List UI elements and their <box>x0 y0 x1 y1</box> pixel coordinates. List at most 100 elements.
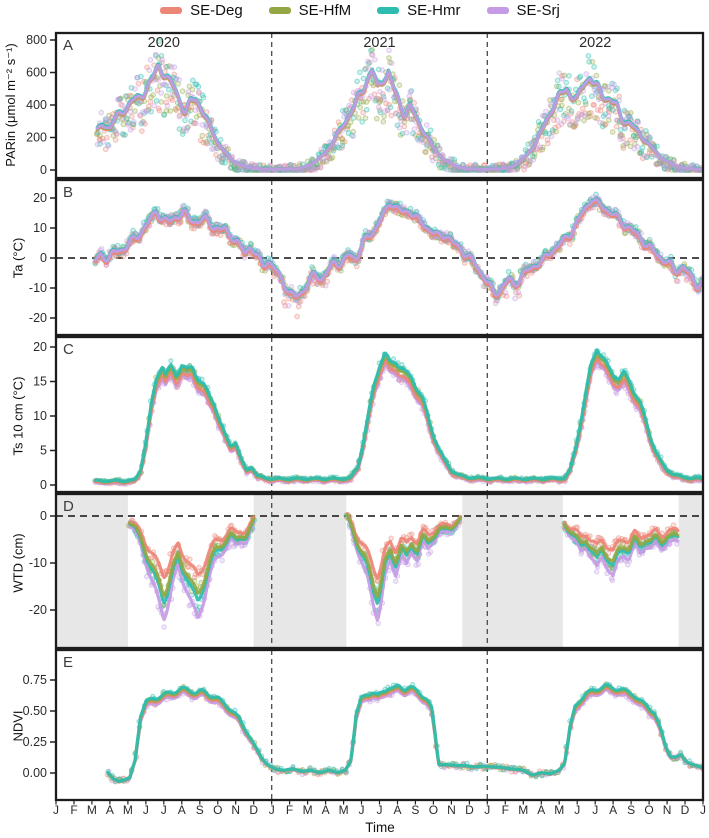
y-axis-ticks: 0.00 0.25 0.50 0.75 <box>23 673 56 780</box>
y-tick-label: 0.25 <box>23 735 47 749</box>
panel-background <box>56 33 703 178</box>
trend-line-deg <box>93 356 703 485</box>
y-tick-label: 15 <box>33 375 47 389</box>
month-tick-label: M <box>554 803 564 817</box>
year-label: 2020 <box>148 35 180 51</box>
legend-label: SE-Srj <box>516 1 560 19</box>
y-axis-title-ta: Ta (°C) <box>10 237 26 279</box>
panel-E: 0.00 0.25 0.50 0.75 E <box>23 648 705 805</box>
month-tick-label: F <box>70 803 77 817</box>
frozen-period-bands <box>56 494 703 648</box>
month-tick-label: S <box>196 803 204 817</box>
panel-border <box>54 648 705 802</box>
y-axis-ticks: -20 -10 0 10 20 <box>29 191 56 325</box>
y-axis-title-wtd: WTD (cm) <box>10 533 26 593</box>
month-tick-label: S <box>411 803 419 817</box>
month-tick-label: O <box>213 803 222 817</box>
data-layer <box>92 348 703 488</box>
panel-B: -20 -10 0 10 20 B <box>29 178 705 340</box>
month-tick-label: D <box>681 803 690 817</box>
year-label: 2021 <box>363 35 395 51</box>
month-tick-label: M <box>123 803 133 817</box>
month-tick-label: A <box>537 803 545 817</box>
y-tick-label: 0 <box>40 478 47 492</box>
x-axis-title: Time <box>365 820 395 835</box>
y-tick-label: -20 <box>29 311 47 325</box>
legend-item-se-srj: SE-Srj <box>486 1 560 19</box>
legend: SE-Deg SE-HfM SE-Hmr SE-Srj <box>40 0 680 20</box>
panel-D: -20 -10 0 D <box>29 492 705 653</box>
trend-line-deg <box>563 521 680 552</box>
trend-line-deg <box>345 512 462 580</box>
y-tick-label: 200 <box>26 131 47 145</box>
year-label: 2022 <box>579 35 611 51</box>
month-tick-label: S <box>627 803 635 817</box>
legend-item-se-hfm: SE-HfM <box>268 2 351 19</box>
month-tick-label: A <box>106 803 114 817</box>
month-tick-label: A <box>393 803 401 817</box>
y-axis-title-ts: Ts 10 cm (°C) <box>10 376 26 456</box>
panel-letter: A <box>63 37 73 54</box>
legend-key-icon <box>377 6 400 14</box>
trend-line-srj <box>95 63 703 171</box>
y-tick-label: 0 <box>40 163 47 177</box>
month-tick-label: J <box>161 803 167 817</box>
legend-key-icon <box>160 6 183 14</box>
legend-key-icon <box>268 6 291 14</box>
y-tick-label: 400 <box>26 98 47 112</box>
y-axis-title-ndvi: NDVI <box>10 710 26 742</box>
month-tick-label: F <box>286 803 293 817</box>
data-layer <box>104 681 703 785</box>
month-tick-label: J <box>143 803 149 817</box>
trend-line-hfm <box>563 522 680 563</box>
month-tick-label: J <box>377 803 383 817</box>
panel-letter: E <box>63 654 73 671</box>
month-tick-label: N <box>447 803 456 817</box>
month-tick-label: N <box>663 803 672 817</box>
month-tick-label: M <box>339 803 349 817</box>
y-tick-label: 20 <box>33 340 47 354</box>
month-tick-label: M <box>303 803 313 817</box>
panel-C: 0 5 10 15 20 C <box>33 335 705 497</box>
y-tick-label: -20 <box>29 603 47 617</box>
y-axis-ticks: 0 5 10 15 20 <box>33 340 56 492</box>
y-tick-label: -10 <box>29 556 47 570</box>
month-tick-label: A <box>178 803 186 817</box>
trend-line-srj <box>93 198 703 298</box>
y-tick-label: -10 <box>29 281 47 295</box>
y-tick-label: 0.75 <box>23 673 47 687</box>
y-axis-title-parin: PARin (μmol m⁻² s⁻¹) <box>3 43 18 167</box>
trend-line-hmr <box>93 348 703 484</box>
month-tick-label: A <box>322 803 330 817</box>
panel-letter: D <box>63 498 74 515</box>
y-tick-label: 0 <box>40 509 47 523</box>
trend-line-hfm <box>345 512 462 599</box>
month-tick-label: J <box>484 803 490 817</box>
month-tick-label: J <box>359 803 365 817</box>
month-tick-label: M <box>87 803 97 817</box>
trend-line-hfm <box>128 517 256 598</box>
month-tick-label: O <box>644 803 653 817</box>
y-tick-label: 0.50 <box>23 704 47 718</box>
y-tick-label: 10 <box>33 409 47 423</box>
month-tick-label: A <box>609 803 617 817</box>
panel-background <box>56 650 703 800</box>
panel-background <box>56 180 703 335</box>
panel-border <box>54 31 705 180</box>
month-tick-label: J <box>592 803 598 817</box>
y-axis-ticks: -20 -10 0 <box>29 509 56 617</box>
data-layer <box>125 511 680 630</box>
y-tick-label: 5 <box>40 444 47 458</box>
month-tick-label: O <box>429 803 438 817</box>
month-tick-label: J <box>269 803 275 817</box>
y-tick-label: 20 <box>33 191 47 205</box>
panel-border <box>54 492 705 650</box>
month-tick-label: J <box>53 803 59 817</box>
trend-line-hmr <box>106 683 703 783</box>
panel-letter: C <box>63 341 74 358</box>
legend-key-icon <box>486 6 509 14</box>
month-tick-label: D <box>465 803 474 817</box>
